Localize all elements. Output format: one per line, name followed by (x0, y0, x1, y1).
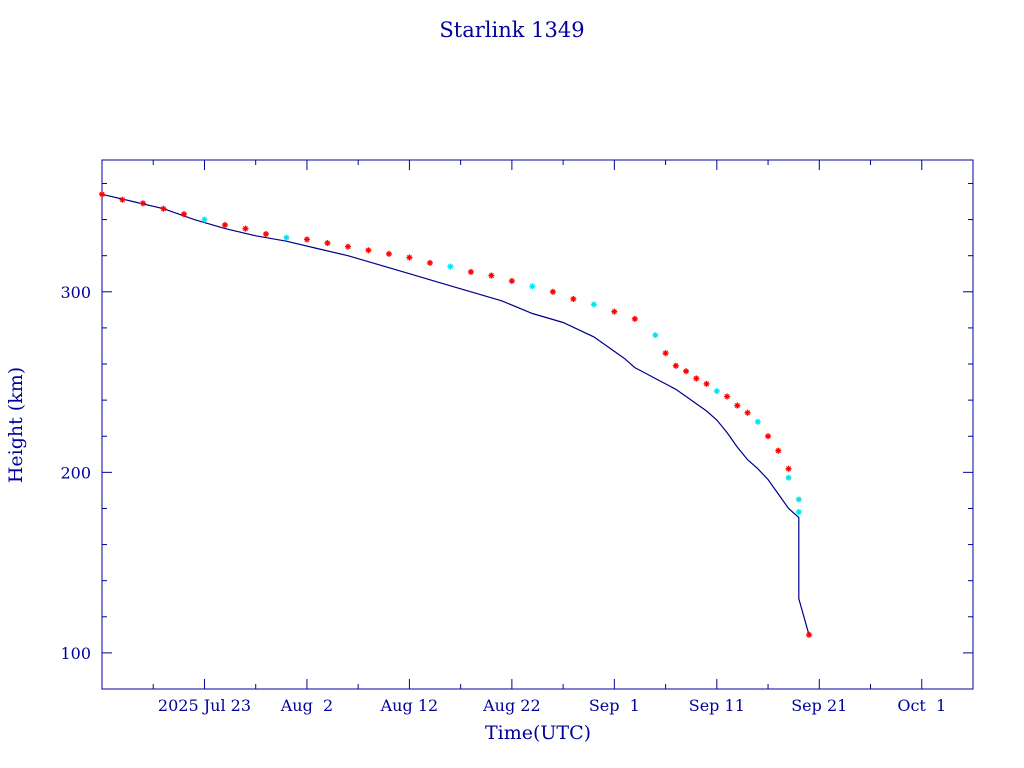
y-axis-label: Height (km) (5, 367, 27, 483)
data-point-cyan (754, 418, 761, 425)
data-point-cyan (795, 509, 802, 516)
data-point-red (139, 200, 146, 207)
data-point-red (631, 315, 638, 322)
data-point-red (344, 243, 351, 250)
data-point-red (775, 447, 782, 454)
data-point-red (611, 308, 618, 315)
data-point-red (365, 247, 372, 254)
x-tick-label: Aug 2 (280, 696, 333, 715)
y-tick-label: 300 (60, 283, 91, 302)
data-point-red (570, 296, 577, 303)
data-point-red (703, 380, 710, 387)
data-point-red (426, 259, 433, 266)
y-tick-label: 200 (60, 463, 91, 482)
data-point-red (221, 221, 228, 228)
data-point-cyan (795, 496, 802, 503)
data-point-cyan (713, 388, 720, 395)
series-line-group (101, 193, 810, 635)
data-point-red (467, 268, 474, 275)
data-point-red (765, 433, 772, 440)
data-point-red (406, 254, 413, 261)
data-point-red (683, 368, 690, 375)
data-point-red (693, 375, 700, 382)
data-point-red (662, 350, 669, 357)
data-point-red (119, 196, 126, 203)
x-tick-label: Oct 1 (897, 696, 946, 715)
data-point-red (385, 250, 392, 257)
x-tick-label: Sep 11 (689, 696, 745, 715)
data-point-red (324, 240, 331, 247)
x-tick-label: Aug 12 (380, 696, 439, 715)
data-point-red (806, 631, 813, 638)
marker-group (99, 191, 813, 638)
x-axis-label: Time(UTC) (485, 722, 591, 744)
data-point-red (785, 465, 792, 472)
x-tick-label: Sep 21 (791, 696, 847, 715)
chart-title: Starlink 1349 (439, 18, 584, 42)
tick-labels: 2025 Jul 23 Aug 2 Aug 12 Aug 22 Sep 1 Sep 11 S… (60, 283, 946, 715)
data-point-red (672, 362, 679, 369)
y-tick-label: 100 (60, 644, 91, 663)
axis-ticks (101, 160, 974, 690)
series-line (101, 193, 810, 635)
data-point-cyan (785, 474, 792, 481)
data-point-red (734, 402, 741, 409)
data-point-red (160, 205, 167, 212)
x-tick-label: Sep 1 (589, 696, 640, 715)
data-point-cyan (529, 283, 536, 290)
data-point-red (180, 211, 187, 218)
data-point-red (549, 288, 556, 295)
x-tick-label: 2025 Jul 23 (158, 696, 251, 715)
plot-frame (101, 159, 974, 690)
data-point-red (262, 231, 269, 238)
data-point-cyan (652, 332, 659, 339)
data-point-cyan (447, 263, 454, 270)
data-point-red (303, 236, 310, 243)
data-point-red (488, 272, 495, 279)
data-point-red (744, 409, 751, 416)
data-point-red (724, 393, 731, 400)
data-point-cyan (201, 216, 208, 223)
data-point-red (99, 191, 105, 198)
data-point-red (508, 277, 515, 284)
data-point-cyan (590, 301, 597, 308)
x-tick-label: Aug 22 (482, 696, 541, 715)
data-point-red (242, 225, 249, 232)
data-point-cyan (283, 234, 290, 241)
